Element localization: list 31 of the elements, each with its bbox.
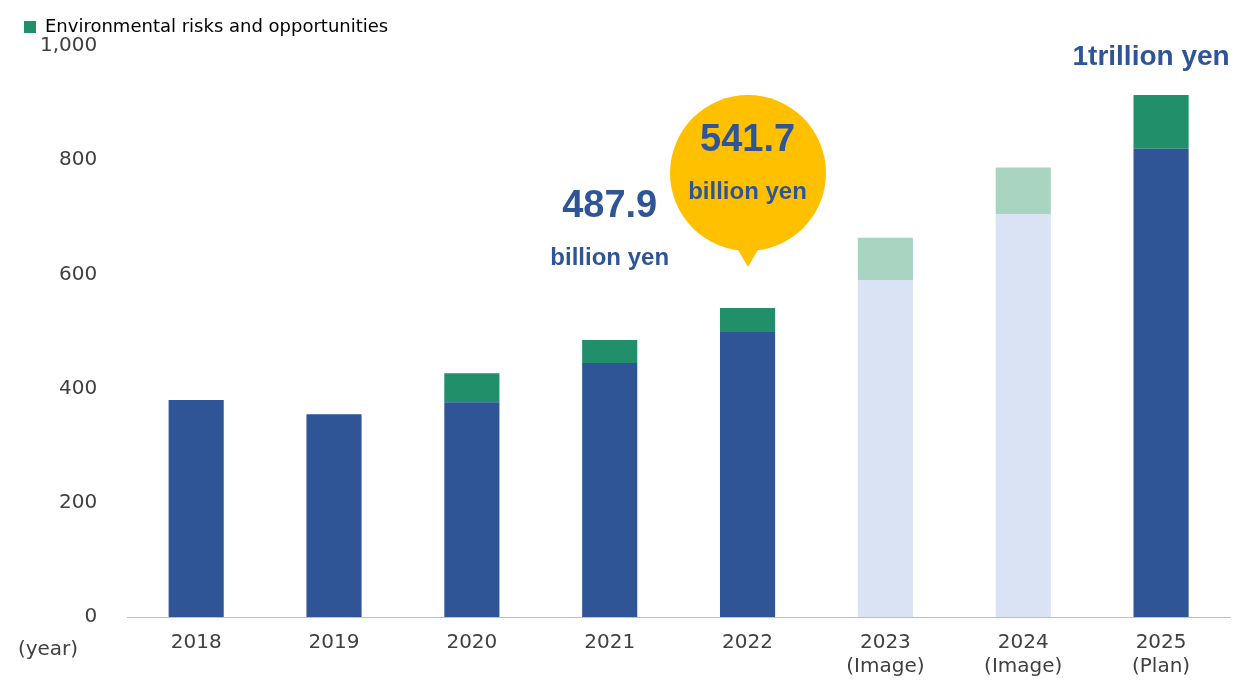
y-tick-label: 800 bbox=[59, 146, 98, 171]
bar bbox=[582, 362, 638, 617]
bar bbox=[444, 373, 500, 403]
y-tick-label: 600 bbox=[59, 260, 98, 285]
bar bbox=[1133, 95, 1189, 149]
x-tick-label: 2018 bbox=[170, 629, 222, 654]
annotation: 541.7 billion yen bbox=[688, 117, 807, 205]
bar bbox=[444, 402, 500, 617]
bar bbox=[1133, 148, 1189, 617]
bar bbox=[306, 414, 362, 617]
x-tick-label: 2022 bbox=[722, 629, 773, 654]
bar bbox=[719, 332, 776, 617]
bar bbox=[995, 214, 1051, 617]
x-tick-label: 2024 (Image) bbox=[984, 629, 1063, 678]
y-tick-label: 400 bbox=[59, 374, 98, 399]
bar bbox=[857, 237, 913, 281]
bar bbox=[168, 400, 224, 617]
bar bbox=[857, 280, 913, 617]
bar bbox=[995, 167, 1051, 215]
bar bbox=[582, 340, 638, 363]
x-tick-label: 2023 (Image) bbox=[846, 629, 925, 678]
x-tick-label: 2021 bbox=[584, 629, 636, 654]
x-tick-label: 2019 bbox=[308, 629, 360, 654]
annotation: 487.9 billion yen bbox=[550, 182, 670, 271]
y-tick-label: 0 bbox=[84, 603, 98, 628]
annotation: 1trillion yen bbox=[1072, 39, 1230, 71]
x-axis-title: (year) bbox=[17, 636, 79, 661]
bar bbox=[719, 308, 776, 333]
y-tick-label: 200 bbox=[59, 489, 98, 513]
x-tick-label: 2020 bbox=[446, 629, 498, 654]
x-tick-label: 2025 (Plan) bbox=[1132, 629, 1191, 678]
